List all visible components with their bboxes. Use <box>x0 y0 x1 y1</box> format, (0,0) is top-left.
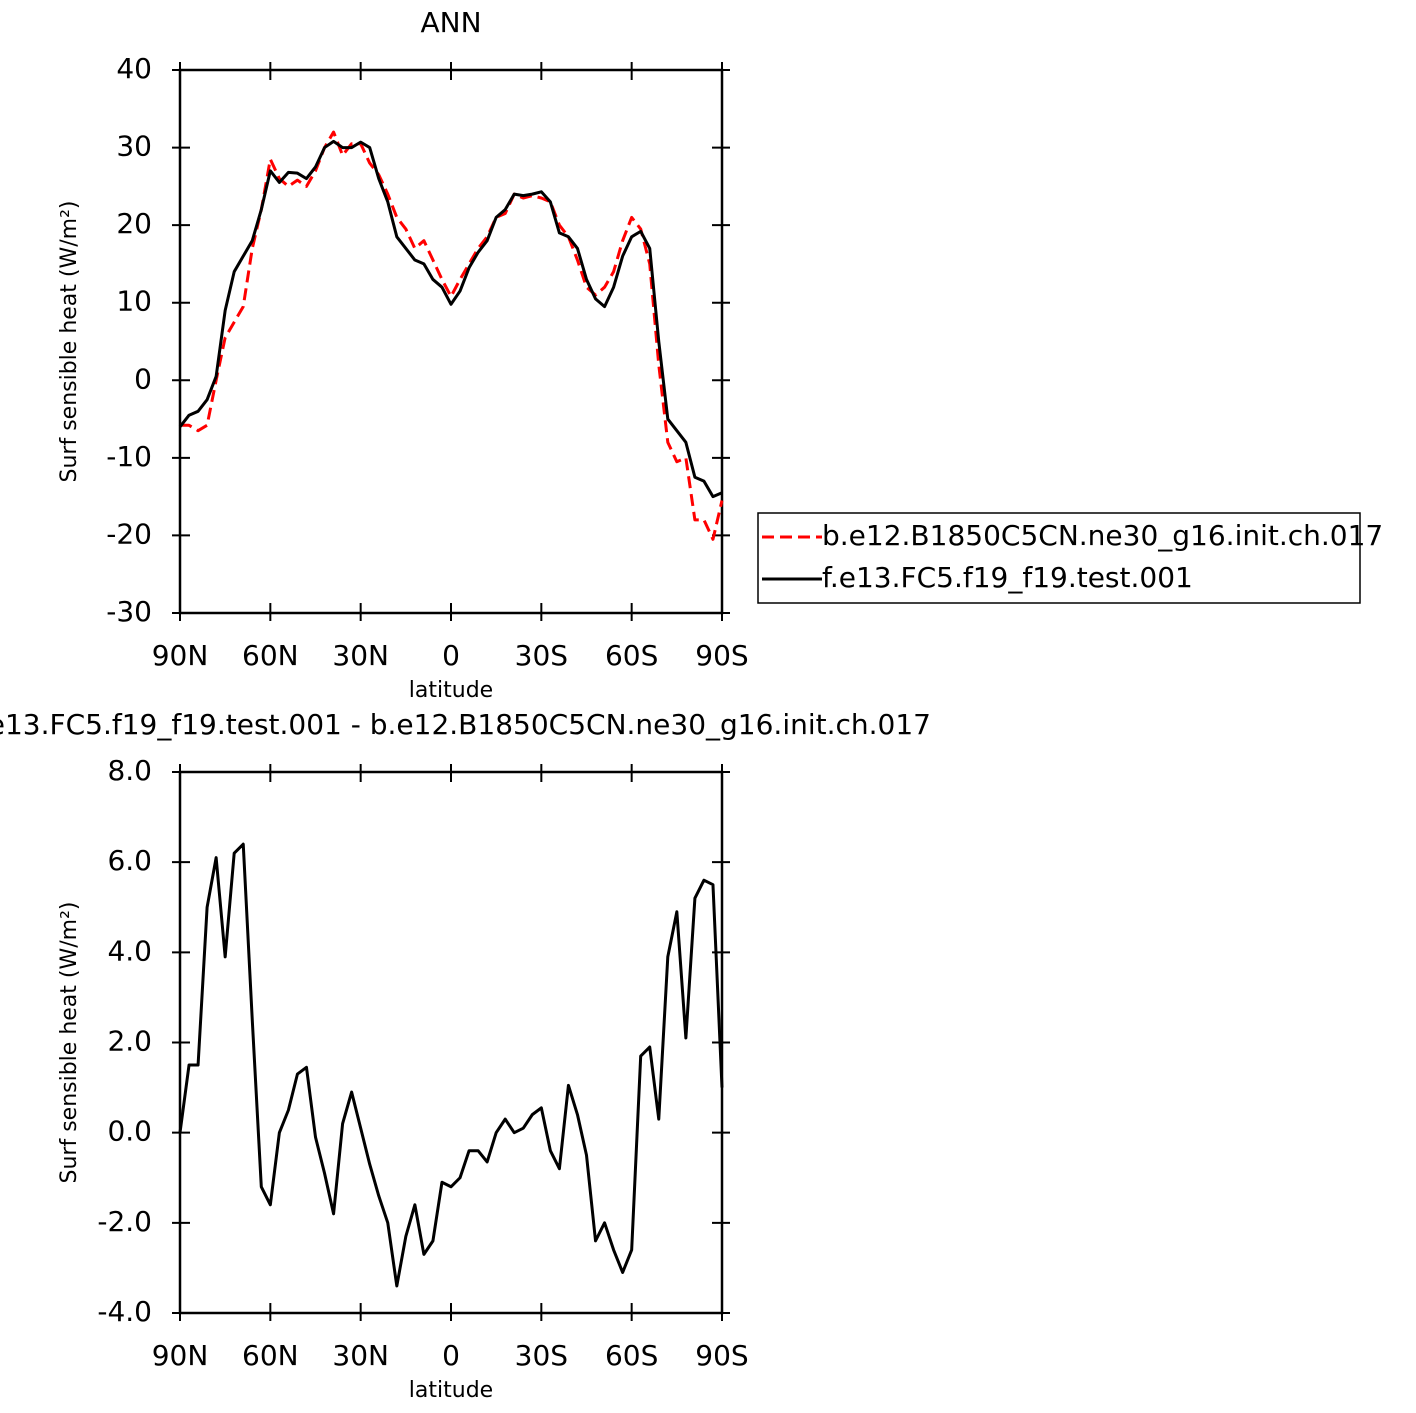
y-tick-label: -10 <box>106 440 152 473</box>
x-tick-label: 30S <box>515 639 568 672</box>
x-tick-label: 90N <box>152 639 209 672</box>
chart-title: f.e13.FC5.f19_f19.test.001 - b.e12.B1850… <box>0 708 931 741</box>
legend-box <box>757 512 1361 604</box>
x-tick-label: 90S <box>695 639 748 672</box>
y-tick-label: 2.0 <box>107 1025 152 1058</box>
data-line <box>180 130 724 541</box>
plot-frame <box>178 770 724 1315</box>
y-tick-label: 4.0 <box>107 934 152 967</box>
y-tick-label: -30 <box>106 595 152 628</box>
y-tick-label: -4.0 <box>97 1295 152 1328</box>
y-tick-label: 20 <box>116 207 152 240</box>
x-tick-label: 60N <box>242 1339 299 1372</box>
y-tick-label: 8.0 <box>107 754 152 787</box>
x-tick-label: 90S <box>695 1339 748 1372</box>
chart-title: ANN <box>420 6 481 39</box>
x-tick-label: 0 <box>442 1339 460 1372</box>
data-line <box>178 139 723 499</box>
x-tick-label: 90N <box>152 1339 209 1372</box>
legend-label: f.e13.FC5.f19_f19.test.001 <box>822 561 1193 594</box>
x-axis-label: latitude <box>409 1378 493 1403</box>
x-tick-label: 30N <box>332 1339 389 1372</box>
y-axis-label: Surf sensible heat (W/m²) <box>57 902 82 1184</box>
y-tick-label: 0.0 <box>107 1115 152 1148</box>
plot-frame <box>178 68 724 615</box>
y-tick-label: -2.0 <box>97 1205 152 1238</box>
x-tick-label: 30S <box>515 1339 568 1372</box>
x-tick-label: 60S <box>605 639 658 672</box>
legend-label: b.e12.B1850C5CN.ne30_g16.init.ch.017 <box>822 519 1383 552</box>
y-tick-label: 6.0 <box>107 844 152 877</box>
y-tick-label: 0 <box>134 362 152 395</box>
y-tick-label: 30 <box>116 130 152 163</box>
data-line <box>178 842 724 1288</box>
x-tick-label: 60S <box>605 1339 658 1372</box>
y-tick-label: -20 <box>106 517 152 550</box>
y-tick-label: 10 <box>116 285 152 318</box>
y-axis-label: Surf sensible heat (W/m²) <box>57 201 82 483</box>
x-axis-label: latitude <box>409 678 493 703</box>
x-tick-label: 0 <box>442 639 460 672</box>
x-tick-label: 30N <box>332 639 389 672</box>
x-tick-label: 60N <box>242 639 299 672</box>
y-tick-label: 40 <box>116 52 152 85</box>
